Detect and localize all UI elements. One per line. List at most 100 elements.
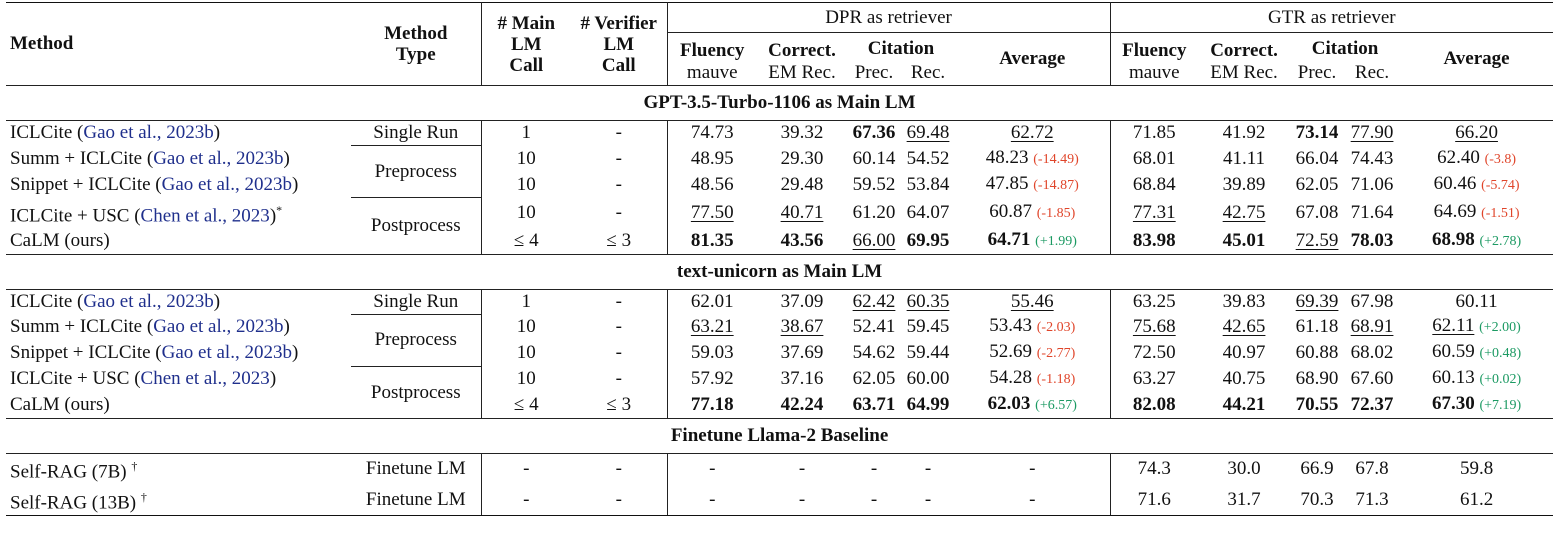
gtr-average: 64.69 (-1.51) [1400,198,1553,228]
header-method: Method [10,33,74,54]
dpr-correct: 43.56 [757,228,847,255]
verifier-lm-call: ≤ 3 [606,394,632,416]
gtr-citation-rec: 68.91 [1344,314,1400,340]
delta-value: (+0.02) [1479,372,1522,388]
dpr-average-value: 53.43 [989,315,1033,337]
dpr-average: 52.69 (-2.77) [955,340,1110,366]
gtr-citation-rec-value: 67.8 [1355,458,1389,480]
dpr-average: 54.28 (-1.18) [955,366,1110,392]
dpr-citation-prec: - [847,454,901,485]
gtr-fluency-value: 82.08 [1132,394,1176,416]
dpr-average-value: - [1029,458,1036,480]
gtr-citation-rec-value: 71.06 [1350,173,1394,195]
dpr-correct: - [757,484,847,516]
method-name: Self-RAG (13B) † [6,484,351,516]
gtr-correct: 39.89 [1198,172,1290,198]
results-body: GPT-3.5-Turbo-1106 as Main LM ICLCite (Ga… [6,85,1554,516]
gtr-fluency-value: 74.3 [1137,458,1171,480]
gtr-citation-rec-value: 71.3 [1355,488,1389,510]
dpr-average: 62.03 (+6.57) [955,392,1110,419]
results-table: Method Method Type # Main LM Call # Verifie… [6,2,1554,516]
dpr-correct-value: 39.32 [780,122,824,144]
dpr-citation-rec-value: 69.48 [906,122,950,144]
method-label-end: ) [269,204,277,226]
verifier-lm-call: - [615,147,622,169]
delta-value: (-5.74) [1481,177,1520,193]
delta-value: (-3.8) [1484,151,1517,167]
gtr-average-value: 62.11 [1432,315,1475,337]
gtr-citation-rec-value: 68.02 [1350,342,1394,364]
gtr-citation-prec: 60.88 [1290,340,1344,366]
dpr-correct: 29.30 [757,146,847,172]
gtr-fluency-value: 68.01 [1132,147,1176,169]
section-title: Finetune Llama-2 Baseline [6,418,1554,455]
gtr-fluency-value: 63.25 [1132,291,1176,313]
gtr-average-value: 61.2 [1459,488,1494,510]
dpr-citation-prec-value: 62.42 [852,291,896,313]
delta-value: (-2.03) [1036,320,1076,336]
dpr-citation-rec: 64.07 [901,198,955,228]
table-row: Snippet + ICLCite (Gao et al., 2023b) 10 -… [6,340,1553,367]
main-lm-call: - [480,453,571,485]
gtr-correct: 39.83 [1198,289,1290,314]
gtr-average: 60.13 (+0.02) [1400,366,1553,392]
method-type: Postprocess [351,365,481,419]
gtr-fluency-value: 77.31 [1132,201,1176,223]
header-dpr-correct: Correct. EM Rec. [768,40,836,83]
method-type: Postprocess [351,197,481,255]
verifier-lm-call: - [571,484,667,516]
main-lm-call: - [480,484,571,516]
header-dpr-average: Average [999,48,1066,69]
method-name: ICLCite + USC (Chen et al., 2023) [6,366,351,392]
dpr-average-value: - [1029,488,1036,510]
gtr-correct: 30.0 [1198,454,1290,485]
dpr-citation-rec: 69.95 [901,228,955,255]
method-label: CaLM (ours) [10,229,110,251]
verifier-lm-call: - [615,368,622,390]
gtr-citation-prec: 67.08 [1290,198,1344,228]
dpr-correct-value: 38.67 [780,316,824,338]
gtr-citation-rec: 78.03 [1344,228,1400,255]
dpr-citation-prec: 63.71 [847,392,901,419]
dpr-citation-prec-value: 63.71 [852,394,896,416]
dpr-average-value: 64.71 [987,228,1031,250]
gtr-correct-value: 30.0 [1227,458,1261,480]
footnote-mark: * [276,202,283,217]
gtr-average: 67.30 (+7.19) [1400,392,1553,419]
main-lm-call: 10 [480,314,571,341]
dpr-citation-prec-value: - [870,458,878,480]
gtr-correct-value: 44.21 [1222,394,1266,416]
dpr-average: 60.87 (-1.85) [955,198,1110,228]
gtr-correct: 44.21 [1198,392,1290,419]
method-name: CaLM (ours) [6,392,351,419]
gtr-average-value: 66.20 [1455,122,1498,144]
gtr-fluency: 77.31 [1109,197,1199,228]
section-title: text-unicorn as Main LM [6,253,1554,290]
table-row: Self-RAG (7B) † Finetune LM - - - - - - -74.3 30.… [6,453,1553,485]
method-name: Self-RAG (7B) † [6,454,351,485]
gtr-correct: 40.97 [1198,340,1290,366]
method-name: Snippet + ICLCite (Gao et al., 2023b) [6,340,351,366]
delta-value: (+2.00) [1479,320,1521,336]
dpr-fluency: 57.92 [666,366,757,393]
table-row: ICLCite + USC (Chen et al., 2023) Postpro… [6,365,1553,419]
gtr-correct-value: 39.89 [1222,173,1266,195]
dpr-citation-rec: - [901,454,955,485]
table-row: ICLCite (Gao et al., 2023b) Single Run 1-7… [6,120,1553,146]
gtr-fluency: 75.68 [1109,314,1199,341]
gtr-citation-rec: 67.60 [1344,366,1400,392]
citation-link: Gao et al., 2023b [153,147,284,169]
header-verifier-lm-call: # Verifier LM Call [580,12,657,76]
gtr-citation-rec-value: 72.37 [1350,394,1394,416]
dpr-citation-rec-value: - [924,488,932,510]
method-label: ICLCite + USC ( [10,368,141,390]
dpr-correct: 40.71 [757,198,847,228]
main-lm-call: 10 [480,197,571,228]
gtr-correct-value: 41.92 [1222,122,1266,144]
method-name: Summ + ICLCite (Gao et al., 2023b) [6,314,351,340]
verifier-lm-call: - [615,458,622,480]
gtr-citation-prec-value: 62.05 [1295,173,1339,195]
dpr-average-value: 47.85 [985,172,1029,194]
table-row: ICLCite (Gao et al., 2023b) Single Run 1-6… [6,289,1553,315]
gtr-average: 66.20 [1400,121,1553,146]
